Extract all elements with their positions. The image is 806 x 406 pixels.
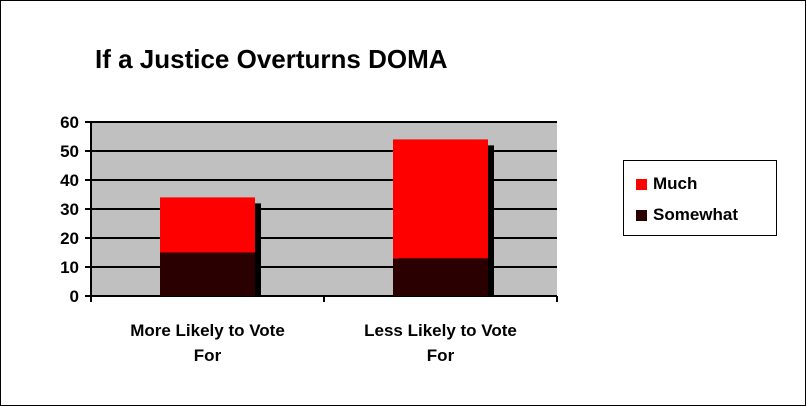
- legend-item-somewhat: Somewhat: [636, 205, 738, 225]
- y-tick-label: 0: [70, 287, 79, 306]
- legend-swatch-somewhat: [636, 209, 647, 221]
- x-category-label: Less Likely to Vote: [364, 321, 517, 340]
- bar-much: [160, 197, 255, 253]
- chart-title: If a Justice Overturns DOMA: [95, 44, 448, 74]
- y-tick-label: 30: [60, 200, 79, 219]
- x-category-label: For: [194, 346, 222, 365]
- bar-somewhat: [160, 252, 255, 296]
- y-tick-label: 40: [60, 171, 79, 190]
- legend-label-somewhat: Somewhat: [653, 205, 739, 224]
- bar-much: [393, 139, 488, 259]
- x-category-label: For: [427, 346, 455, 365]
- bar-somewhat: [393, 258, 488, 296]
- x-category-label: More Likely to Vote: [130, 321, 285, 340]
- legend-swatch-much: [636, 178, 647, 190]
- y-tick-label: 60: [60, 113, 79, 132]
- legend: Much Somewhat: [623, 160, 777, 236]
- y-tick-label: 10: [60, 258, 79, 277]
- legend-item-much: Much: [636, 174, 697, 194]
- legend-label-much: Much: [653, 174, 698, 193]
- y-tick-label: 20: [60, 229, 79, 248]
- y-tick-label: 50: [60, 142, 79, 161]
